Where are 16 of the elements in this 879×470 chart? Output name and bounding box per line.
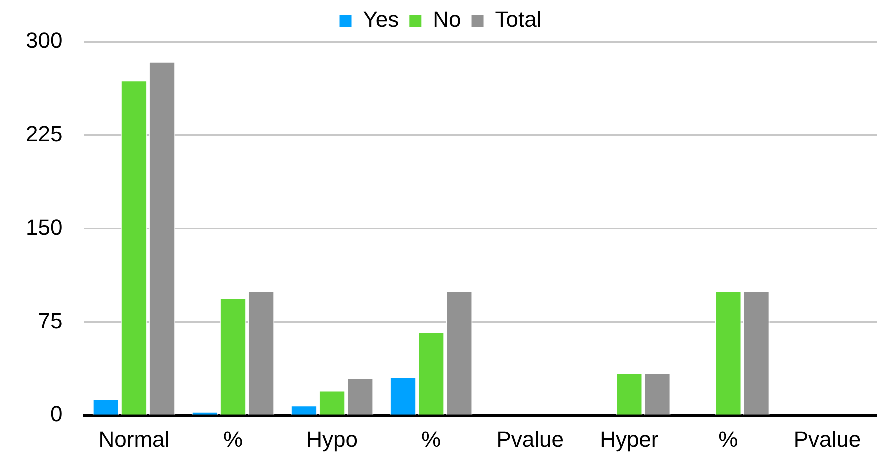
x-tick-label: Normal: [98, 426, 170, 452]
x-tick-label: %: [718, 426, 738, 452]
x-tick-label: Pvalue: [794, 426, 862, 452]
y-tick-label: 225: [26, 121, 63, 146]
y-tick-label: 150: [26, 214, 63, 240]
y-tick-label: 0: [50, 402, 63, 427]
x-tick-label: %: [223, 426, 244, 452]
legend-label: No: [433, 7, 462, 32]
x-tick-label: Hypo: [306, 426, 358, 452]
y-tick-label: 75: [38, 308, 63, 334]
legend-label: Yes: [363, 7, 400, 32]
y-tick-label: 300: [26, 28, 63, 54]
x-tick-label: Pvalue: [496, 426, 564, 452]
x-tick-label: Hyper: [600, 426, 659, 452]
legend-label: Total: [495, 7, 542, 32]
x-tick-label: %: [422, 426, 442, 452]
